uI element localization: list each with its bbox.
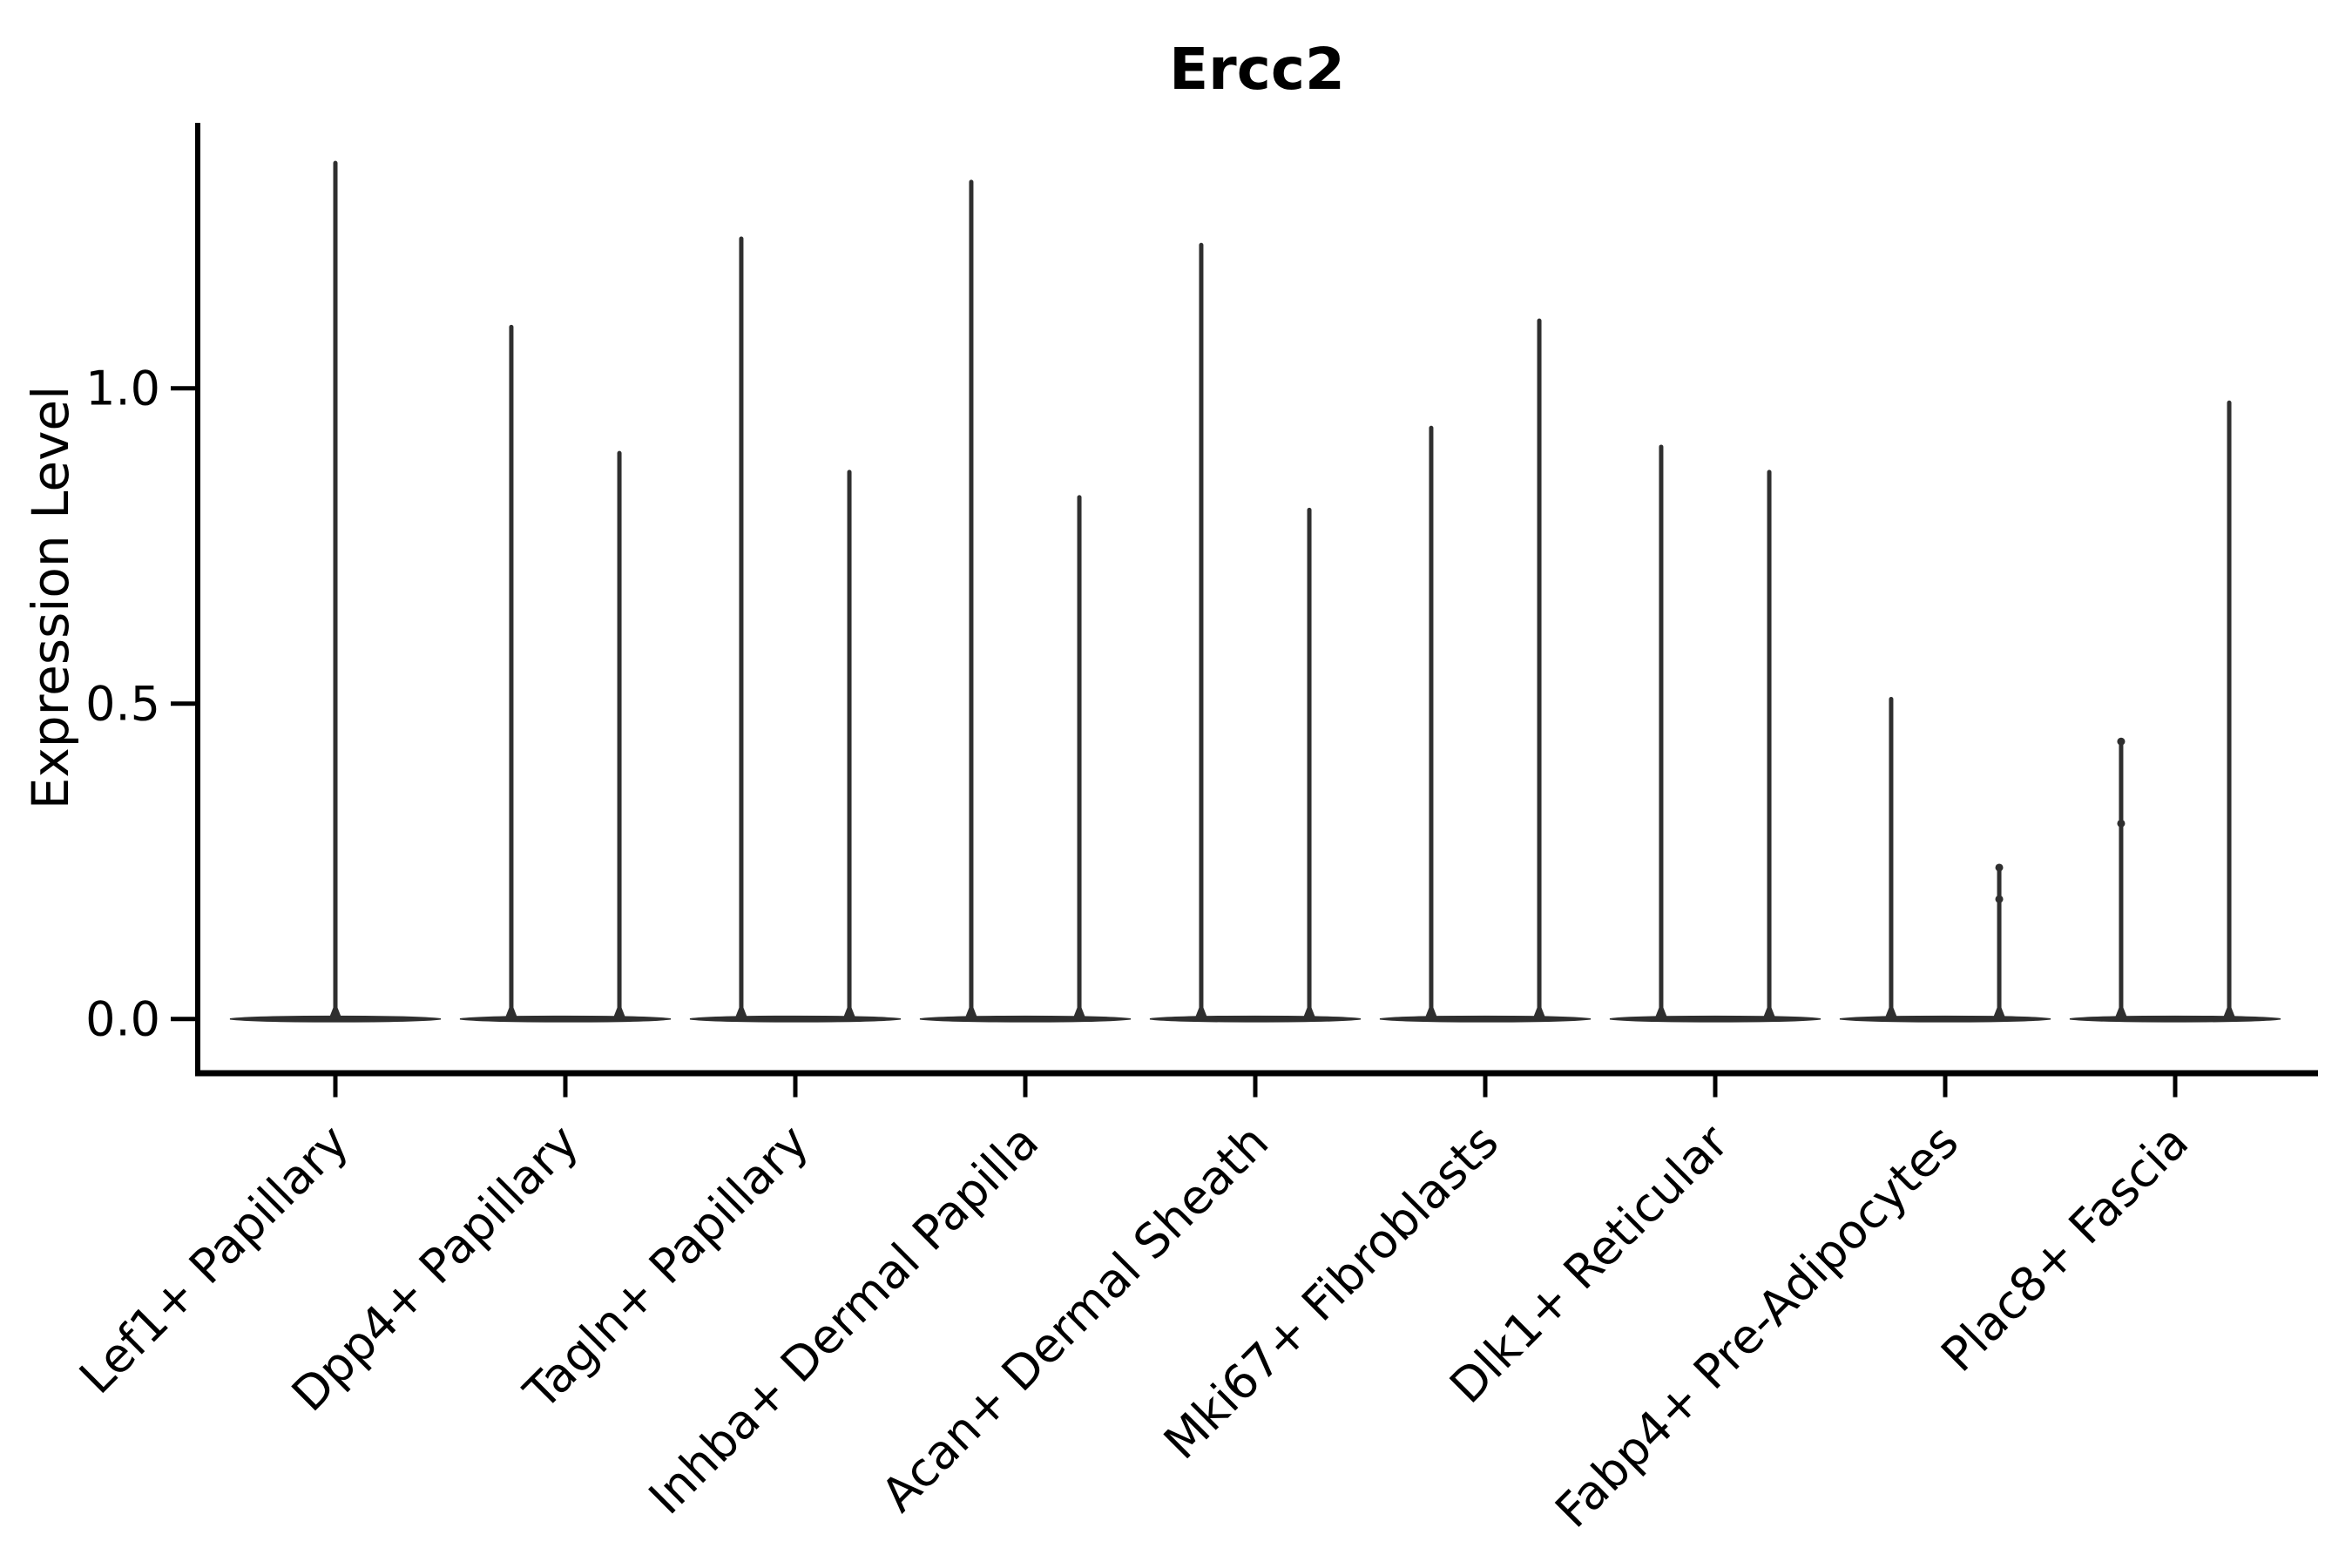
- y-tick-label: 1.0: [85, 362, 160, 416]
- chart-title: Ercc2: [1169, 36, 1345, 103]
- violin-body: [1149, 1015, 1362, 1023]
- y-axis-label: Expression Level: [21, 386, 80, 809]
- violin-body: [919, 1015, 1132, 1023]
- violin-spike-base: [2113, 1007, 2128, 1020]
- violin-spike-base: [963, 1007, 978, 1020]
- violin-spike-base: [1423, 1007, 1438, 1020]
- violin-spike-base: [1883, 1007, 1898, 1020]
- violin-spike-knob: [2117, 819, 2126, 828]
- x-tick-label: Acan+ Dermal Sheath: [871, 1114, 1279, 1522]
- violin-body: [1379, 1015, 1592, 1023]
- violin-spike-base: [1762, 1007, 1777, 1020]
- x-tick-label: Fabp4+ Pre-Adipocytes: [1544, 1114, 1969, 1538]
- violin-spike-base: [842, 1007, 857, 1020]
- violin-spike-base: [1992, 1007, 2007, 1020]
- violin-spike-base: [2222, 1007, 2237, 1020]
- x-tick-label: Plac8+ Fascia: [1930, 1114, 2199, 1382]
- violin-spike-base: [1072, 1007, 1087, 1020]
- x-tick-label: Inhba+ Dermal Papilla: [639, 1114, 1049, 1524]
- violin-spike-knob: [1995, 895, 2004, 903]
- violin-spike-base: [1193, 1007, 1208, 1020]
- violin-spike-base: [1302, 1007, 1317, 1020]
- violin-body: [689, 1015, 902, 1023]
- violin-spike-base: [733, 1007, 748, 1020]
- violin-spike-base: [504, 1007, 518, 1020]
- y-tick-label: 0.0: [85, 992, 160, 1047]
- y-tick-label: 0.5: [85, 677, 160, 732]
- violin-spike-base: [328, 1007, 342, 1020]
- violin-body: [1609, 1015, 1821, 1023]
- violin-body: [1839, 1015, 2051, 1023]
- violin-spike-knob: [2117, 737, 2126, 746]
- violin-spike-base: [612, 1007, 627, 1020]
- violin-body: [2069, 1015, 2281, 1023]
- violin-spike-base: [1653, 1007, 1668, 1020]
- violin-body: [459, 1015, 672, 1023]
- violin-spike-knob: [1995, 863, 2004, 872]
- violin-spike-base: [1532, 1007, 1547, 1020]
